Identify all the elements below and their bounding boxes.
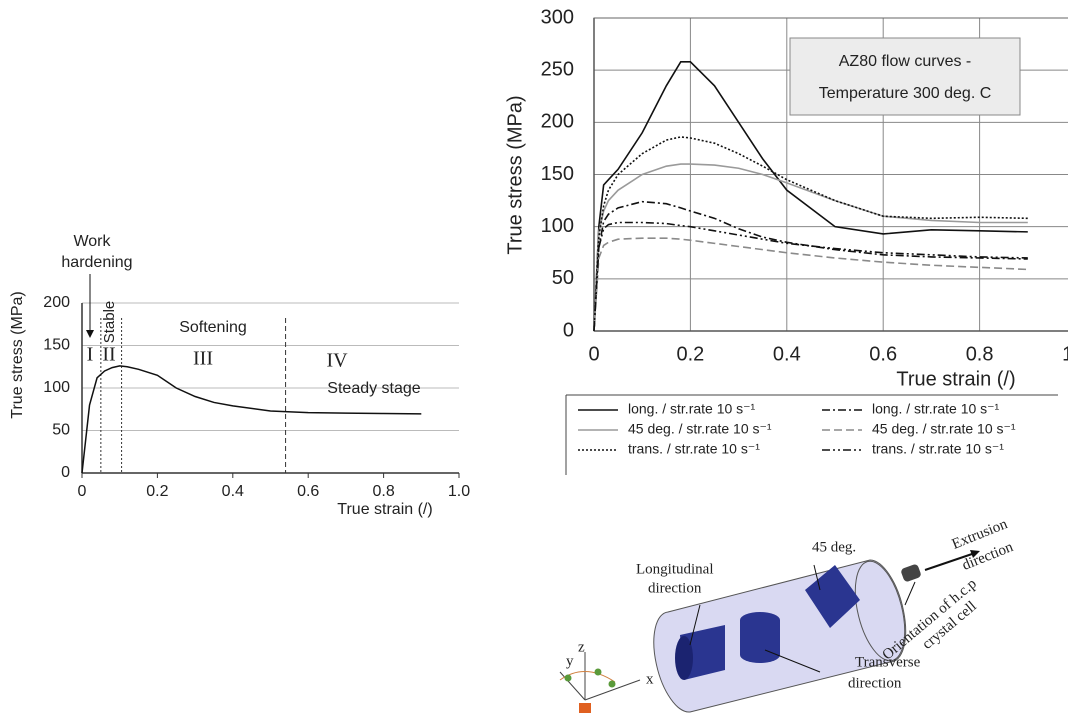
- cylinder-diagram: [559, 550, 980, 713]
- y-axis-label: True stress (MPa): [9, 291, 26, 418]
- diagram-label: 45 deg.: [812, 539, 856, 555]
- annotation: Stable: [101, 301, 118, 344]
- x-tick-label: 0.4: [222, 483, 244, 500]
- crystal-cell: [901, 564, 921, 582]
- x-tick-label: 0.4: [773, 343, 801, 365]
- annotation-box: [789, 37, 1021, 116]
- legend-label: 45 deg. / str.rate 10 s⁻¹: [872, 421, 1016, 437]
- annotation: hardening: [61, 254, 132, 271]
- annotation: IV: [326, 350, 348, 372]
- x-axis-label: True strain (/): [337, 501, 432, 518]
- data-line: [593, 163, 1028, 332]
- legend-frame: [565, 394, 1058, 475]
- y-tick-label: 0: [563, 319, 574, 341]
- legend-label: trans. / str.rate 10 s⁻¹: [628, 441, 760, 457]
- leader-line: [764, 649, 821, 673]
- y-tick-label: 200: [541, 111, 574, 133]
- x-axis-arrow: [584, 679, 641, 701]
- diagram-label: Transverse: [855, 654, 921, 670]
- y-tick-label: 250: [541, 58, 574, 80]
- data-line: [593, 237, 1028, 332]
- diagram-label: Longitudinal: [636, 561, 714, 577]
- x-tick-label: 1.0: [1062, 343, 1068, 365]
- diagram-label: direction: [648, 580, 702, 596]
- y-tick-label: 100: [541, 215, 574, 237]
- annotation: Steady stage: [327, 380, 421, 397]
- data-line: [593, 136, 1028, 332]
- x-tick-label: 0.6: [297, 483, 319, 500]
- origin-cube: [579, 703, 591, 713]
- axis-node: [594, 668, 602, 676]
- x-tick-label: 0.2: [146, 483, 168, 500]
- rotation-arc: [559, 671, 616, 683]
- y-axis-arrow: [559, 671, 586, 701]
- diagram-label: x: [646, 671, 654, 687]
- extrusion-arrow: [924, 552, 976, 571]
- annotation: Temperature 300 deg. C: [819, 85, 992, 102]
- leader-line: [813, 564, 821, 591]
- cylinder-end: [854, 560, 906, 662]
- annotation: II: [102, 344, 115, 366]
- x-tick-label: 1.0: [448, 483, 470, 500]
- leader-line: [689, 604, 701, 646]
- x-tick-label: 0.2: [676, 343, 704, 365]
- data-line: [81, 365, 422, 474]
- arrow-head: [86, 330, 94, 338]
- y-tick-label: 50: [552, 267, 574, 289]
- x-tick-label: 0: [78, 483, 87, 500]
- arrow-head: [970, 550, 980, 558]
- y-tick-label: 0: [61, 464, 70, 481]
- y-tick-label: 150: [541, 163, 574, 185]
- diagonal-sample: [805, 565, 860, 628]
- transverse-sample: [740, 612, 780, 663]
- annotation: Work: [73, 233, 111, 250]
- axis-node: [564, 674, 572, 682]
- y-tick-label: 150: [43, 337, 70, 354]
- y-tick-label: 50: [52, 422, 70, 439]
- legend-label: long. / str.rate 10 s⁻¹: [872, 401, 1000, 417]
- sample-end: [675, 636, 693, 680]
- annotation: III: [193, 348, 213, 370]
- axis-node: [608, 680, 616, 688]
- data-line: [593, 221, 1028, 332]
- y-tick-label: 100: [43, 379, 70, 396]
- x-axis-label: True strain (/): [896, 368, 1015, 390]
- y-tick-label: 300: [541, 6, 574, 28]
- plot-frame: [593, 17, 1068, 332]
- diagram-label: direction: [848, 675, 902, 691]
- x-tick-label: 0.8: [372, 483, 394, 500]
- annotation: Softening: [179, 319, 247, 336]
- leader-line: [904, 581, 916, 606]
- y-axis-label: True stress (MPa): [504, 95, 526, 254]
- diagram-label: y: [566, 653, 574, 669]
- diagram-label: z: [578, 639, 585, 655]
- annotation: I: [87, 344, 94, 366]
- x-tick-label: 0.8: [966, 343, 994, 365]
- x-tick-label: 0: [588, 343, 599, 365]
- legend-label: trans. / str.rate 10 s⁻¹: [872, 441, 1004, 457]
- y-tick-label: 200: [43, 294, 70, 311]
- data-line: [593, 200, 1028, 332]
- legend-label: 45 deg. / str.rate 10 s⁻¹: [628, 421, 772, 437]
- annotation: AZ80 flow curves -: [839, 53, 971, 70]
- data-line: [593, 61, 1028, 332]
- legend-label: long. / str.rate 10 s⁻¹: [628, 401, 756, 417]
- x-tick-label: 0.6: [869, 343, 897, 365]
